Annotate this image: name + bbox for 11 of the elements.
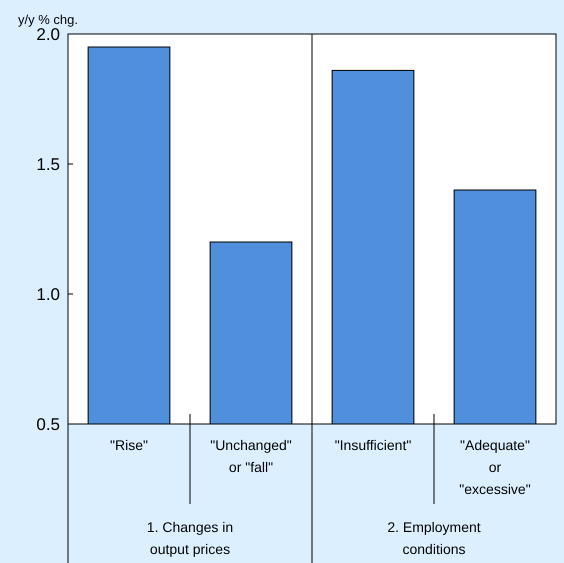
y-tick-label: 1.0 [36, 284, 60, 304]
x-tick-label: "Unchanged" or "fall" [210, 437, 292, 475]
x-tick-label: "Rise" [110, 437, 148, 453]
x-tick-label: "Insufficient" [334, 437, 412, 453]
text: 1. Changes in output prices [146, 519, 234, 557]
y-tick-label: 1.5 [36, 154, 60, 174]
y-tick-label: 0.5 [36, 414, 60, 434]
y-tick-label: 2.0 [36, 24, 60, 44]
text: 2. Employment conditions [387, 519, 481, 557]
x-tick-label: "Adequate" or "excessive" [459, 437, 531, 497]
y-axis-title: y/y % chg. [18, 12, 78, 27]
